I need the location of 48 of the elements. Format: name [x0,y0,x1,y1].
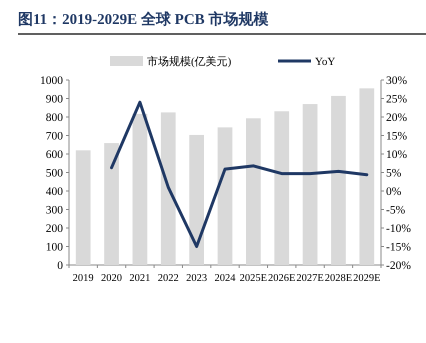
x-tick-label: 2023 [186,273,208,284]
y2-tick-label: 30% [386,75,408,87]
bar [132,114,148,265]
x-tick-label: 2019 [72,273,94,284]
legend-label: YoY [315,56,336,68]
bar [302,104,318,265]
bar [359,88,374,265]
y2-tick-label: -15% [386,242,412,254]
x-tick-label: 2025E [240,273,268,284]
x-tick-label: 2028E [324,273,352,284]
y2-tick-label: 10% [386,149,408,161]
y-tick-label: 800 [46,112,64,124]
y2-tick-label: -5% [386,204,406,216]
y-tick-label: 900 [46,94,64,106]
bar [160,112,176,265]
y-tick-label: 500 [46,168,64,180]
x-tick-label: 2027E [296,273,324,284]
y-tick-label: 0 [57,260,64,272]
y-tick-label: 200 [46,223,64,235]
bar [76,150,91,265]
y-tick-label: 400 [46,186,64,198]
x-tick-label: 2026E [268,273,296,284]
y-tick-label: 700 [46,130,64,142]
legend-label: 市场规模(亿美元) [147,55,232,68]
y2-tick-label: 20% [386,112,408,124]
bar [246,118,261,265]
y-tick-label: 100 [46,242,64,254]
y2-tick-label: 15% [386,130,408,142]
x-tick-label: 2020 [101,273,122,284]
x-tick-label: 2024 [214,273,236,284]
bar [104,143,119,265]
bar [189,134,204,265]
x-tick-label: 2021 [129,273,150,284]
y-tick-label: 600 [46,149,64,161]
bar [274,111,290,265]
line-series [110,100,368,248]
y2-tick-label: 5% [386,168,402,180]
y-tick-label: 1000 [40,75,64,87]
bar [331,96,346,265]
chart-title: 图11：2019-2029E 全球 PCB 市场规模 [18,10,270,28]
y2-tick-label: 25% [386,94,408,106]
x-tick-label: 2022 [158,273,179,284]
y2-tick-label: -20% [386,260,412,272]
y2-tick-label: 0% [386,186,402,198]
y2-tick-label: -10% [386,223,412,235]
y-tick-label: 300 [46,204,64,216]
bar [218,127,232,265]
x-tick-label: 2029E [353,273,381,284]
